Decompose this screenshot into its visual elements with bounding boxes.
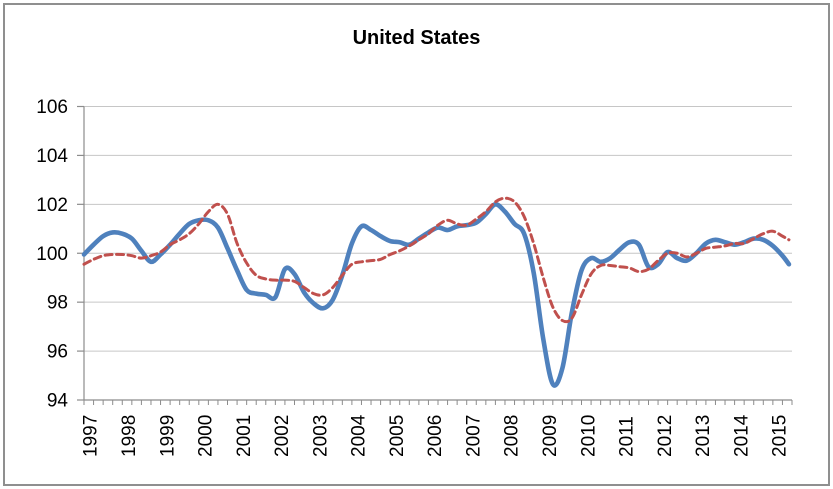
xtick-label-2003: 2003 xyxy=(310,415,331,457)
series-path-series-2-dashed-red xyxy=(82,196,791,324)
xtick-label-1999: 1999 xyxy=(157,415,178,457)
chart-frame xyxy=(3,3,830,486)
chart-title: United States xyxy=(352,27,481,49)
xtick-label-2013: 2013 xyxy=(693,415,714,457)
ytick-label-102: 102 xyxy=(36,195,68,216)
xtick-label-2011: 2011 xyxy=(617,416,638,457)
xtick-label-2008: 2008 xyxy=(502,415,523,457)
xtick-label-2000: 2000 xyxy=(196,415,217,457)
ytick-label-106: 106 xyxy=(36,97,68,118)
ytick-label-104: 104 xyxy=(36,146,68,167)
xtick-label-2012: 2012 xyxy=(655,415,676,457)
ytick-label-94: 94 xyxy=(47,391,69,412)
xtick-label-2004: 2004 xyxy=(349,414,370,457)
ytick-label-98: 98 xyxy=(47,293,68,314)
xtick-label-2001: 2001 xyxy=(234,415,255,457)
xtick-label-2009: 2009 xyxy=(540,415,561,457)
xtick-label-2010: 2010 xyxy=(578,415,599,457)
xtick-label-2006: 2006 xyxy=(425,415,446,457)
xtick-label-2015: 2015 xyxy=(770,415,791,457)
ytick-label-100: 100 xyxy=(36,244,68,265)
xtick-label-2007: 2007 xyxy=(463,415,484,457)
xtick-label-2005: 2005 xyxy=(387,415,408,457)
ytick-label-96: 96 xyxy=(47,342,68,363)
xtick-label-1998: 1998 xyxy=(119,415,140,457)
xtick-label-2014: 2014 xyxy=(731,414,752,457)
xtick-label-1997: 1997 xyxy=(81,415,102,457)
xtick-label-2002: 2002 xyxy=(272,415,293,457)
